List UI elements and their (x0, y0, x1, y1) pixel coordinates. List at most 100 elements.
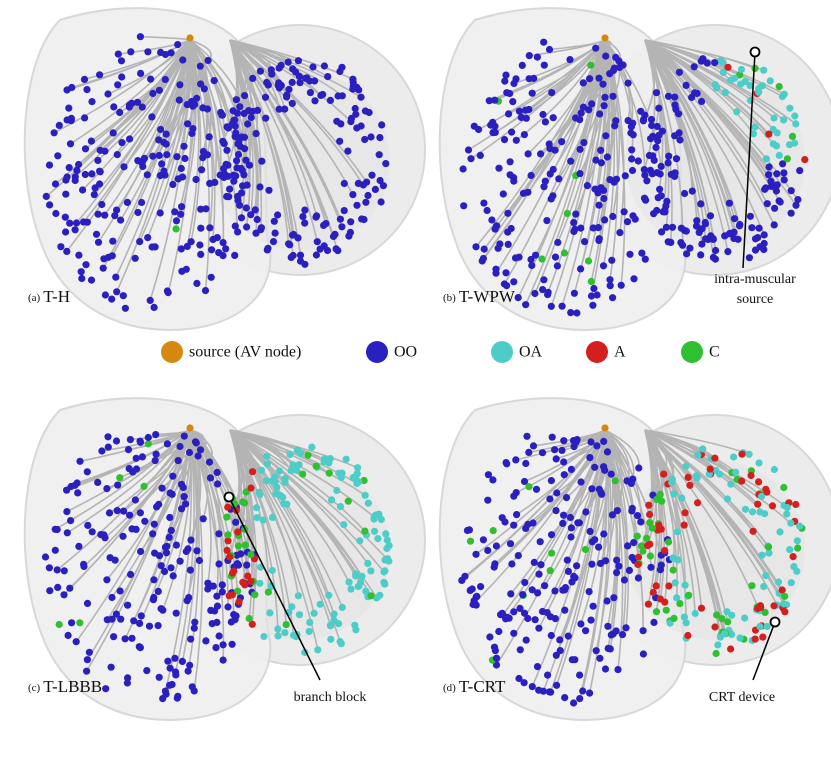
node (301, 219, 309, 227)
node (132, 525, 140, 533)
node (622, 624, 630, 632)
node (295, 461, 303, 469)
panel-name: T-CRT (459, 677, 506, 696)
node (596, 110, 604, 118)
node (682, 619, 690, 627)
node (101, 534, 109, 542)
node (133, 98, 142, 106)
node (61, 213, 69, 221)
marker (223, 491, 235, 503)
node (226, 185, 234, 193)
node (304, 451, 312, 459)
panel-label: (a) T-H (28, 287, 70, 306)
node (494, 244, 502, 252)
node (801, 156, 809, 164)
node (233, 157, 241, 165)
node (207, 273, 215, 281)
node (721, 232, 729, 240)
node (330, 610, 338, 618)
node (539, 286, 547, 294)
fiber (595, 429, 612, 651)
node (665, 538, 673, 546)
node (314, 646, 322, 654)
node (252, 130, 260, 138)
node (780, 483, 788, 492)
node (602, 132, 610, 140)
node (780, 600, 788, 608)
node (519, 591, 527, 599)
node (71, 226, 79, 234)
node (751, 123, 759, 131)
node (794, 544, 802, 552)
node (385, 541, 393, 550)
node (237, 164, 245, 173)
node (244, 120, 252, 128)
node (656, 490, 664, 498)
node (470, 597, 478, 605)
node (552, 651, 560, 659)
node (639, 627, 647, 635)
node (152, 431, 160, 439)
node (72, 638, 80, 646)
node (504, 240, 512, 248)
node (749, 527, 757, 535)
node (788, 132, 797, 140)
node (368, 171, 376, 179)
node (251, 206, 259, 214)
node (194, 452, 202, 460)
node (549, 114, 557, 122)
node (294, 592, 302, 600)
node (148, 113, 156, 121)
node (101, 211, 109, 219)
node (186, 566, 194, 574)
node (192, 439, 200, 447)
node (222, 245, 230, 253)
node (765, 543, 773, 551)
node (495, 164, 503, 172)
node (113, 151, 121, 159)
node (765, 549, 773, 557)
node (67, 517, 75, 525)
node (592, 156, 600, 164)
node (570, 572, 578, 580)
node (735, 222, 744, 230)
node (283, 91, 291, 99)
node (320, 62, 328, 70)
node (515, 674, 523, 683)
node (637, 518, 645, 526)
node (627, 123, 635, 131)
node (333, 486, 341, 495)
node (90, 191, 98, 199)
node (561, 586, 569, 594)
node (541, 177, 549, 185)
node (655, 521, 663, 529)
node (518, 61, 526, 69)
node (218, 581, 226, 589)
fiber (186, 39, 200, 247)
node (540, 183, 548, 191)
node (94, 210, 102, 218)
node (215, 560, 223, 568)
node (590, 284, 598, 293)
annotation: branch block (294, 690, 367, 705)
node (242, 156, 250, 164)
node (108, 593, 116, 602)
node (92, 230, 101, 238)
node (765, 171, 773, 179)
source-node (601, 34, 609, 42)
pointer (752, 621, 776, 681)
node (648, 170, 656, 178)
node (157, 605, 165, 613)
node (137, 612, 145, 620)
node (361, 135, 369, 144)
fiber (596, 429, 613, 447)
node (747, 471, 755, 480)
node (584, 257, 593, 265)
fiber (644, 429, 696, 614)
node (147, 75, 155, 83)
node (506, 540, 515, 548)
node (509, 98, 517, 106)
node (186, 661, 194, 669)
node (113, 288, 121, 296)
node (55, 121, 63, 129)
